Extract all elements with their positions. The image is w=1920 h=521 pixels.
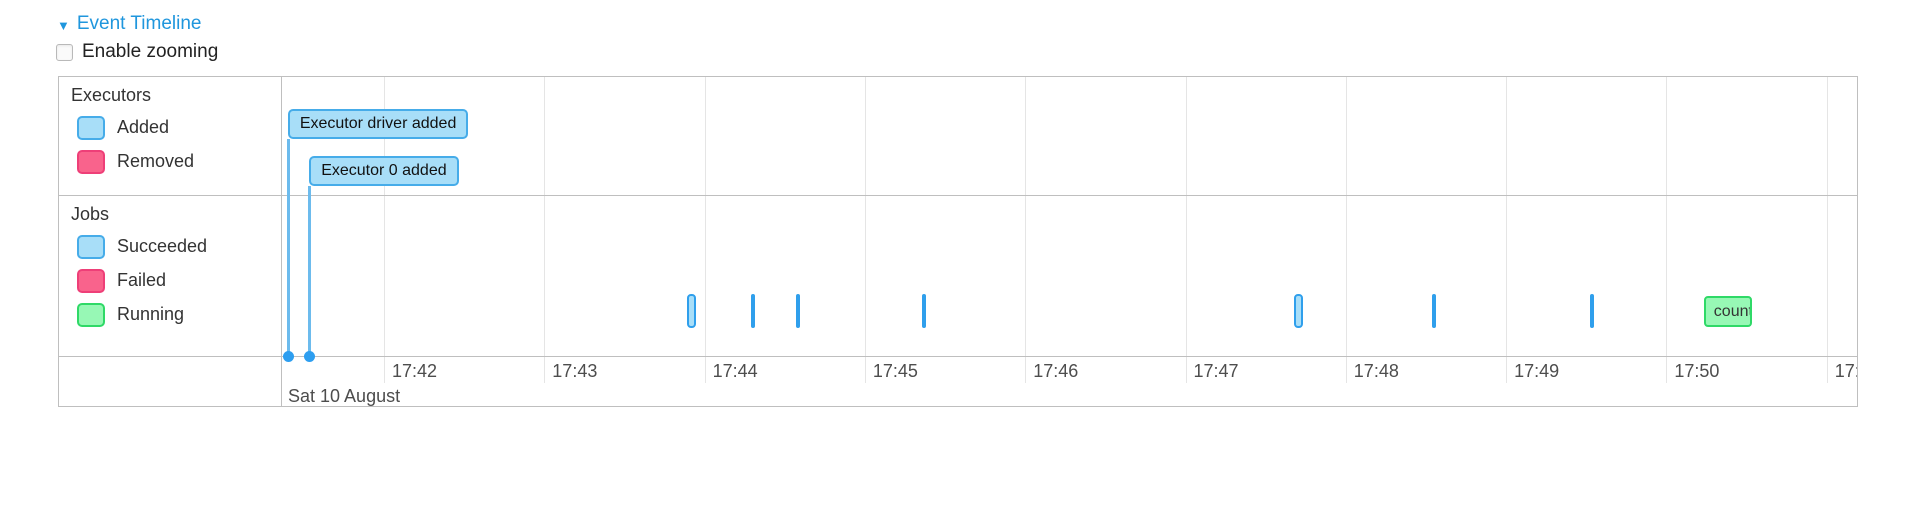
legend-item-label: Failed bbox=[117, 270, 167, 290]
blue-swatch-icon bbox=[77, 115, 105, 140]
job-range-tick[interactable] bbox=[687, 294, 697, 328]
green-swatch-icon bbox=[77, 302, 105, 327]
enable-zooming-label: Enable zooming bbox=[82, 41, 219, 62]
pink-swatch-icon bbox=[77, 149, 105, 174]
time-tick-label: 17:45 bbox=[872, 361, 918, 381]
time-tick-label: 17:51 bbox=[1834, 361, 1857, 381]
collapse-triangle-icon: ▼ bbox=[57, 17, 70, 33]
gridline bbox=[1826, 77, 1828, 383]
legend-item-added: Added bbox=[77, 115, 281, 140]
enable-zooming-control[interactable]: Enable zooming bbox=[56, 41, 218, 63]
axis-date-label: Sat 10 August bbox=[288, 386, 401, 406]
gridline bbox=[1025, 77, 1027, 383]
job-range-tick[interactable] bbox=[1293, 294, 1303, 328]
timeline-legend: Executors Added Removed Jobs Succeeded Failed… bbox=[59, 77, 282, 406]
row-divider bbox=[59, 195, 1857, 196]
event-dot bbox=[282, 351, 294, 362]
event-timeline-title: Event Timeline bbox=[76, 13, 202, 34]
pink-swatch-icon bbox=[77, 268, 105, 293]
job-tick[interactable] bbox=[1589, 294, 1594, 328]
time-tick-label: 17:46 bbox=[1033, 361, 1079, 381]
legend-group-executors: Executors Added Removed bbox=[59, 77, 281, 174]
job-tick[interactable] bbox=[1431, 294, 1436, 328]
event-timeline-toggle[interactable]: ▼ Event Timeline bbox=[57, 13, 202, 35]
gridline bbox=[544, 77, 546, 383]
timeline-panel[interactable]: Executors Added Removed Jobs Succeeded Failed… bbox=[58, 76, 1858, 407]
legend-group-title: Executors bbox=[71, 85, 152, 105]
time-tick-label: 17:42 bbox=[392, 361, 438, 381]
event-stem bbox=[286, 139, 290, 356]
legend-item-failed: Failed bbox=[77, 268, 281, 293]
gridline bbox=[1185, 77, 1187, 383]
legend-item-label: Removed bbox=[117, 151, 195, 171]
legend-item-running: Running bbox=[77, 302, 281, 327]
time-tick-label: 17:49 bbox=[1514, 361, 1560, 381]
blue-swatch-icon bbox=[77, 234, 105, 259]
event-stem bbox=[308, 186, 312, 356]
gridline bbox=[1345, 77, 1347, 383]
legend-item-label: Running bbox=[117, 304, 185, 324]
executor-event-box[interactable]: Executor 0 added bbox=[309, 156, 459, 186]
legend-item-removed: Removed bbox=[77, 149, 281, 174]
time-tick-label: 17:48 bbox=[1353, 361, 1399, 381]
gridline bbox=[864, 77, 866, 383]
gridline bbox=[384, 77, 385, 383]
time-tick-label: 17:44 bbox=[712, 361, 758, 381]
job-tick[interactable] bbox=[796, 294, 801, 328]
legend-group-title: Jobs bbox=[71, 204, 110, 224]
job-tick[interactable] bbox=[921, 294, 926, 328]
enable-zooming-checkbox[interactable] bbox=[56, 43, 73, 61]
gridline bbox=[1666, 77, 1668, 383]
time-tick-label: 17:43 bbox=[552, 361, 598, 381]
event-dot bbox=[304, 351, 316, 362]
time-tick-label: 17:50 bbox=[1674, 361, 1720, 381]
job-tick[interactable] bbox=[750, 294, 755, 328]
running-job-box[interactable]: count bbox=[1703, 296, 1752, 327]
axis-line bbox=[59, 356, 1857, 357]
time-tick-label: 17:47 bbox=[1193, 361, 1239, 381]
legend-item-label: Added bbox=[117, 117, 170, 137]
gridline bbox=[704, 77, 706, 383]
legend-item-succeeded: Succeeded bbox=[77, 234, 281, 259]
legend-group-jobs: Jobs Succeeded Failed Running bbox=[59, 196, 281, 327]
gridline bbox=[1506, 77, 1508, 383]
executor-event-box[interactable]: Executor driver added bbox=[287, 109, 469, 139]
legend-item-label: Succeeded bbox=[117, 236, 208, 256]
